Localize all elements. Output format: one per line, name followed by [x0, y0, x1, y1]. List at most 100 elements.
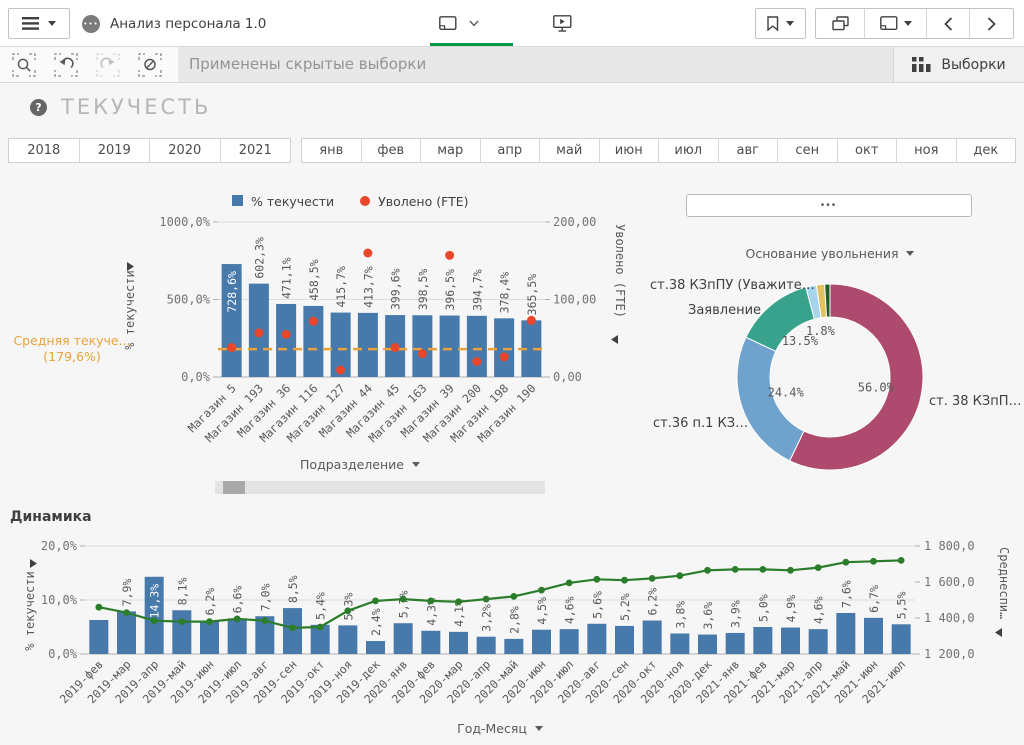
step-forward-button[interactable]: [95, 53, 121, 77]
clear-selections-button[interactable]: [137, 53, 163, 77]
help-icon[interactable]: ?: [30, 99, 47, 116]
bar[interactable]: [89, 620, 108, 654]
dot[interactable]: [254, 328, 263, 337]
bar[interactable]: [477, 637, 496, 654]
bar[interactable]: [338, 625, 357, 654]
line-marker[interactable]: [815, 564, 822, 571]
smart-search-button[interactable]: [11, 53, 37, 77]
month-filter-дек[interactable]: дек: [957, 139, 1016, 162]
line-marker[interactable]: [206, 618, 213, 625]
line-marker[interactable]: [483, 596, 490, 603]
year-filter-2019[interactable]: 2019: [80, 139, 151, 162]
year-filter-2020[interactable]: 2020: [150, 139, 221, 162]
bar[interactable]: [303, 306, 323, 377]
line-marker[interactable]: [787, 567, 794, 574]
dot[interactable]: [445, 251, 454, 260]
line-marker[interactable]: [759, 566, 766, 573]
bar[interactable]: [643, 621, 662, 654]
month-filter-янв[interactable]: янв: [302, 139, 362, 162]
bar[interactable]: [228, 618, 247, 654]
year-filter-2021[interactable]: 2021: [221, 139, 291, 162]
prev-sheet-button[interactable]: [927, 9, 970, 38]
bar[interactable]: [726, 633, 745, 654]
dot[interactable]: [227, 343, 236, 352]
trend-line[interactable]: [99, 560, 901, 628]
next-sheet-button[interactable]: [970, 9, 1013, 38]
dismissal-reasons-donut[interactable]: 56.0%24.4%13.5%1.8%: [640, 265, 1024, 480]
dot[interactable]: [418, 349, 427, 358]
dot[interactable]: [282, 330, 291, 339]
line-marker[interactable]: [538, 587, 545, 594]
month-filter-авг[interactable]: авг: [719, 139, 779, 162]
line-marker[interactable]: [621, 577, 628, 584]
selections-tool-button[interactable]: Выборки: [893, 47, 1024, 82]
donut-dimension-selector[interactable]: Основание увольнения: [700, 246, 960, 261]
bar[interactable]: [358, 313, 378, 377]
line-marker[interactable]: [400, 596, 407, 603]
line-marker[interactable]: [593, 576, 600, 583]
month-filter-май[interactable]: май: [540, 139, 600, 162]
bar[interactable]: [560, 629, 579, 654]
line-marker[interactable]: [870, 558, 877, 565]
sheet-overview-button[interactable]: [816, 9, 865, 38]
dot[interactable]: [500, 352, 509, 361]
month-filter-сен[interactable]: сен: [778, 139, 838, 162]
line-marker[interactable]: [510, 593, 517, 600]
dot[interactable]: [391, 343, 400, 352]
line-marker[interactable]: [898, 557, 905, 564]
dot[interactable]: [527, 316, 536, 325]
line-marker[interactable]: [123, 609, 130, 616]
bar[interactable]: [394, 623, 413, 654]
chart1-dimension-selector[interactable]: Подразделение: [240, 457, 480, 472]
bar[interactable]: [421, 631, 440, 654]
line-marker[interactable]: [842, 559, 849, 566]
line-marker[interactable]: [372, 598, 379, 605]
bar[interactable]: [366, 641, 385, 654]
bar[interactable]: [532, 630, 551, 654]
bar[interactable]: [615, 626, 634, 654]
bar[interactable]: [587, 624, 606, 654]
line-marker[interactable]: [289, 625, 296, 632]
chart2-dimension-selector[interactable]: Год-Месяц: [400, 721, 600, 736]
more-options-button[interactable]: •••: [686, 194, 972, 217]
line-marker[interactable]: [344, 607, 351, 614]
bar[interactable]: [200, 621, 219, 654]
year-filter-2018[interactable]: 2018: [9, 139, 80, 162]
bar[interactable]: [753, 627, 772, 654]
month-filter-апр[interactable]: апр: [481, 139, 541, 162]
bar[interactable]: [449, 632, 468, 654]
dot[interactable]: [363, 249, 372, 258]
bar[interactable]: [117, 611, 136, 654]
line-marker[interactable]: [704, 567, 711, 574]
dot[interactable]: [472, 357, 481, 366]
storytelling-button[interactable]: [542, 8, 582, 39]
bookmarks-button[interactable]: [755, 8, 806, 39]
bar[interactable]: [864, 618, 883, 654]
line-marker[interactable]: [317, 624, 324, 631]
bar[interactable]: [809, 629, 828, 654]
step-back-button[interactable]: [53, 53, 79, 77]
bar[interactable]: [440, 316, 460, 377]
line-marker[interactable]: [676, 572, 683, 579]
line-marker[interactable]: [178, 618, 185, 625]
bar[interactable]: [494, 318, 514, 377]
month-filter-фев[interactable]: фев: [362, 139, 422, 162]
bar[interactable]: [412, 315, 432, 377]
line-marker[interactable]: [151, 617, 158, 624]
turnover-by-store-chart[interactable]: 0,0%0,00500,0%100,001000,0%200,00728,6%М…: [8, 178, 630, 478]
line-marker[interactable]: [234, 616, 241, 623]
bar[interactable]: [172, 610, 191, 654]
line-marker[interactable]: [732, 566, 739, 573]
month-filter-июн[interactable]: июн: [600, 139, 660, 162]
chart1-horizontal-scrollbar[interactable]: [215, 481, 545, 494]
global-menu-button[interactable]: [8, 8, 70, 39]
bar[interactable]: [892, 624, 911, 654]
line-marker[interactable]: [649, 575, 656, 582]
sheet-view-button[interactable]: [428, 8, 490, 39]
line-marker[interactable]: [95, 604, 102, 611]
dynamics-chart[interactable]: 0,0%10,0%20,0%1 200,01 400,01 600,01 800…: [8, 505, 1016, 745]
line-marker[interactable]: [427, 598, 434, 605]
line-marker[interactable]: [566, 580, 573, 587]
scrollbar-thumb[interactable]: [223, 481, 245, 494]
line-marker[interactable]: [261, 617, 268, 624]
